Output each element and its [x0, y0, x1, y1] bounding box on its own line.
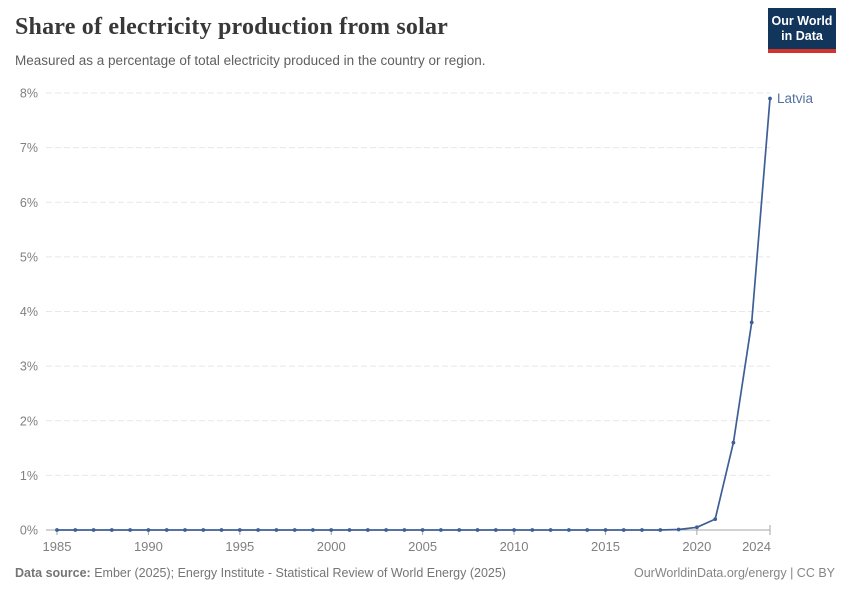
data-point[interactable] — [439, 528, 443, 532]
data-point[interactable] — [329, 528, 334, 532]
data-point[interactable] — [274, 528, 279, 532]
data-point[interactable] — [384, 528, 388, 532]
data-point[interactable] — [658, 528, 663, 532]
owid-logo-line1: Our World — [771, 14, 833, 28]
data-point[interactable] — [365, 528, 370, 532]
series-line[interactable] — [56, 97, 771, 531]
data-point[interactable] — [713, 517, 718, 521]
data-point[interactable] — [183, 528, 187, 532]
data-point[interactable] — [256, 528, 260, 532]
y-tick-label: 2% — [20, 414, 38, 428]
data-point[interactable] — [493, 528, 498, 532]
data-point[interactable] — [201, 528, 206, 532]
x-tick-label: 2024 — [742, 539, 771, 554]
data-point[interactable] — [402, 528, 407, 532]
page-title: Share of electricity production from sol… — [15, 14, 448, 40]
data-point[interactable] — [219, 528, 224, 532]
data-point[interactable] — [603, 528, 608, 532]
data-point[interactable] — [676, 527, 681, 532]
y-tick-label: 6% — [20, 196, 38, 210]
data-point[interactable] — [749, 320, 754, 325]
data-point[interactable] — [640, 528, 644, 532]
data-point[interactable] — [146, 528, 151, 532]
x-tick-label: 1990 — [134, 539, 163, 554]
y-tick-label: 7% — [20, 141, 38, 155]
data-point[interactable] — [420, 528, 425, 532]
data-point[interactable] — [128, 528, 133, 532]
x-tick-label: 2010 — [500, 539, 529, 554]
chart-subtitle: Measured as a percentage of total electr… — [15, 53, 486, 68]
owid-logo[interactable]: Our World in Data — [768, 8, 836, 53]
x-tick-label: 2020 — [682, 539, 711, 554]
y-tick-label: 3% — [20, 360, 38, 374]
credit-link[interactable]: OurWorldinData.org/energy | CC BY — [633, 566, 835, 580]
y-tick-label: 1% — [20, 469, 38, 483]
data-point[interactable] — [567, 528, 571, 532]
data-point[interactable] — [621, 528, 626, 532]
data-source-line: Data source: Ember (2025); Energy Instit… — [15, 566, 506, 580]
data-point[interactable] — [55, 528, 59, 532]
data-point[interactable] — [768, 96, 772, 101]
data-point[interactable] — [347, 528, 352, 532]
data-point[interactable] — [91, 528, 96, 532]
data-point[interactable] — [73, 528, 78, 532]
data-point[interactable] — [311, 528, 315, 532]
x-tick-label: 2000 — [317, 539, 346, 554]
data-point[interactable] — [109, 528, 114, 532]
data-point[interactable] — [475, 528, 480, 532]
y-tick-label: 4% — [20, 305, 38, 319]
data-point[interactable] — [292, 528, 297, 532]
data-point[interactable] — [164, 528, 169, 532]
y-tick-label: 5% — [20, 250, 38, 264]
data-source-text[interactable]: Ember (2025); Energy Institute - Statist… — [90, 566, 506, 580]
owid-logo-line2: in Data — [781, 28, 823, 43]
data-source-label: Data source: — [15, 566, 91, 580]
series-end-label[interactable]: Latvia — [777, 91, 814, 106]
x-tick-label: 2015 — [591, 539, 620, 554]
x-tick-label: 1985 — [43, 539, 72, 554]
data-point[interactable] — [530, 528, 535, 532]
x-tick-label: 2005 — [408, 539, 437, 554]
data-point[interactable] — [512, 528, 516, 532]
data-point[interactable] — [585, 528, 590, 532]
y-tick-label: 0% — [20, 524, 38, 538]
data-point[interactable] — [731, 440, 736, 445]
x-tick-label: 1995 — [225, 539, 254, 554]
data-point[interactable] — [695, 525, 699, 530]
data-point[interactable] — [457, 528, 462, 532]
chart-footer: Data source: Ember (2025); Energy Instit… — [15, 566, 835, 580]
data-point[interactable] — [548, 528, 553, 532]
data-point[interactable] — [237, 528, 242, 532]
y-tick-label: 8% — [20, 87, 38, 101]
